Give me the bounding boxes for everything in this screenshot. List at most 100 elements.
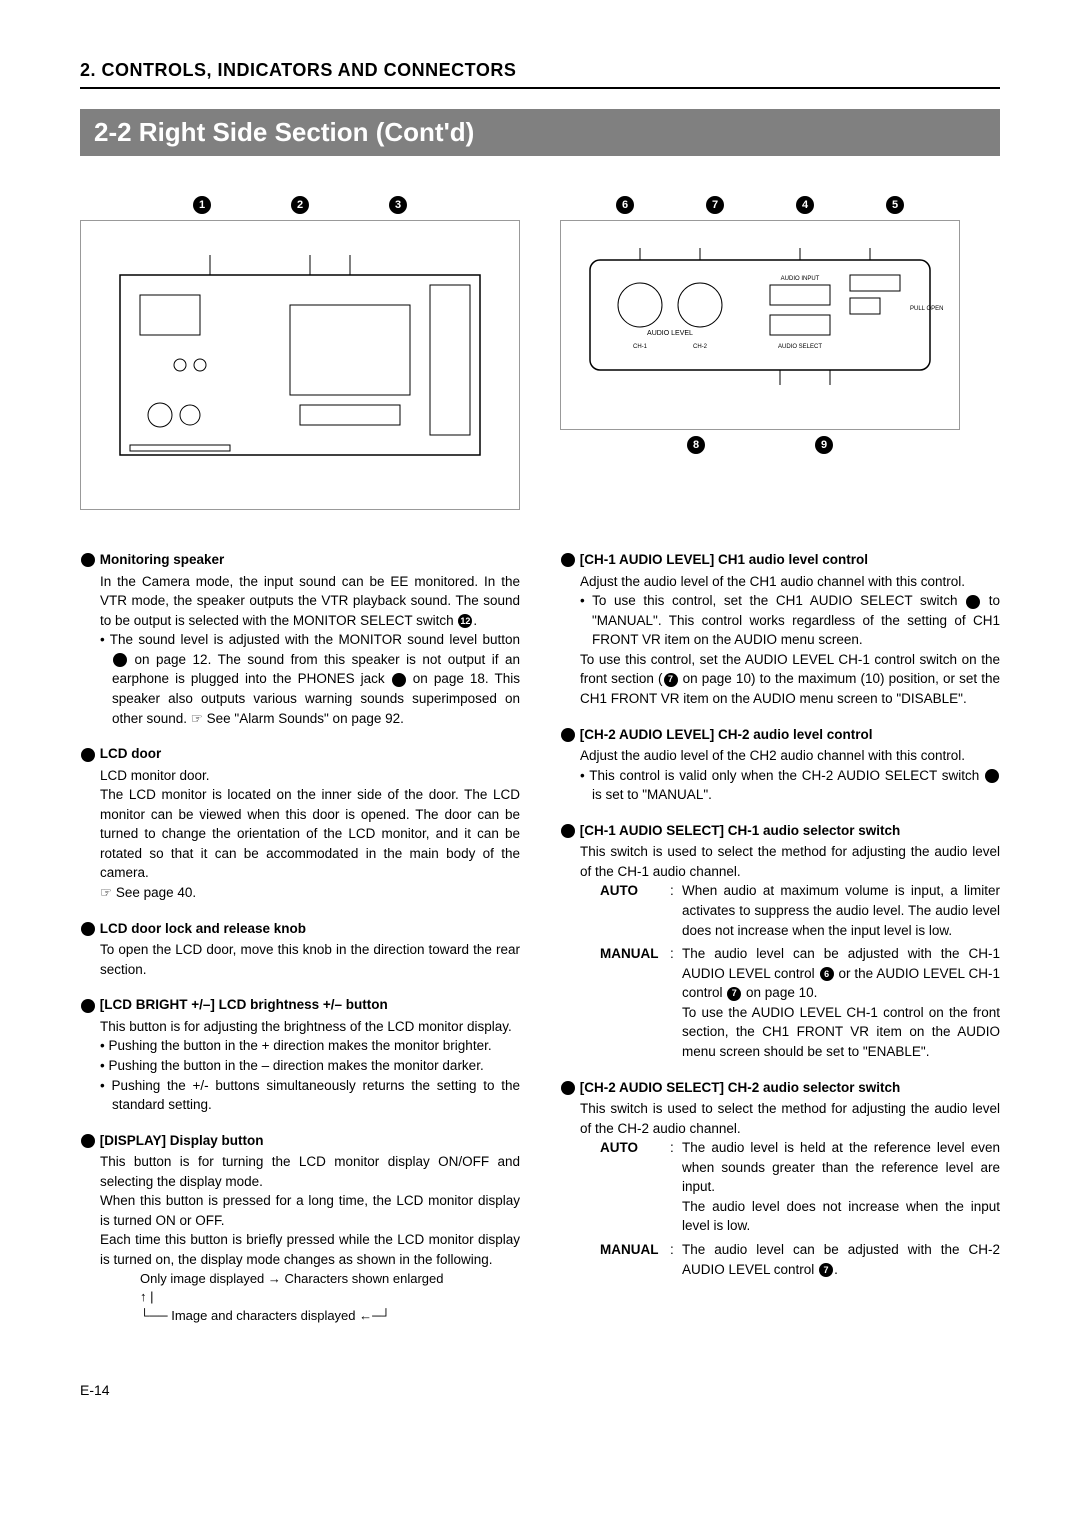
item-6: 6 [CH-1 AUDIO LEVEL] CH1 audio level con… bbox=[560, 550, 1000, 709]
right-column: 6 [CH-1 AUDIO LEVEL] CH1 audio level con… bbox=[560, 550, 1000, 1342]
svg-text:AUDIO LEVEL: AUDIO LEVEL bbox=[647, 330, 693, 337]
flow-line: Only image displayed → Characters shown … bbox=[100, 1270, 520, 1289]
camera-svg bbox=[90, 235, 510, 495]
left-column: 1 Monitoring speakerIn the Camera mode, … bbox=[80, 550, 520, 1342]
def-desc: The audio level can be adjusted with the… bbox=[682, 944, 1000, 1061]
svg-text:PULL OPEN: PULL OPEN bbox=[910, 306, 943, 312]
item-head: 7 [CH-2 AUDIO LEVEL] CH-2 audio level co… bbox=[560, 725, 1000, 745]
para: LCD monitor door. bbox=[100, 766, 520, 786]
item-body: This switch is used to select the method… bbox=[560, 842, 1000, 1061]
callout-3: 3 bbox=[81, 922, 95, 936]
callout-5: 5 bbox=[392, 673, 406, 687]
para: In the Camera mode, the input sound can … bbox=[100, 572, 520, 631]
para: • The sound level is adjusted with the M… bbox=[100, 630, 520, 728]
para: Each time this button is briefly pressed… bbox=[100, 1230, 520, 1269]
callout-1: 1 bbox=[81, 553, 95, 567]
callouts-left-top: 1 2 3 bbox=[80, 196, 520, 214]
para: Adjust the audio level of the CH1 audio … bbox=[580, 572, 1000, 592]
callout-5: 5 bbox=[81, 1134, 95, 1148]
callout-6: 6 bbox=[561, 553, 575, 567]
def-row: AUTO : The audio level is held at the re… bbox=[600, 1138, 1000, 1236]
callout-4: 4 bbox=[81, 999, 95, 1013]
para: This button is for turning the LCD monit… bbox=[100, 1152, 520, 1191]
callout-2: 2 bbox=[81, 748, 95, 762]
callout-1: 1 bbox=[113, 653, 127, 667]
def-list: AUTO : When audio at maximum volume is i… bbox=[580, 881, 1000, 1061]
item-head: 2 LCD door bbox=[80, 744, 520, 764]
para: ☞ See page 40. bbox=[100, 883, 520, 903]
para: This switch is used to select the method… bbox=[580, 1099, 1000, 1138]
callout-6: 6 bbox=[820, 967, 834, 981]
callouts-right-bottom: 89 bbox=[560, 436, 960, 454]
item-body: To open the LCD door, move this knob in … bbox=[80, 940, 520, 979]
item-body: In the Camera mode, the input sound can … bbox=[80, 572, 520, 729]
page-number: E-14 bbox=[80, 1382, 1000, 1398]
callout-12: 12 bbox=[458, 614, 472, 628]
item-head: 3 LCD door lock and release knob bbox=[80, 919, 520, 939]
callout-9: 9 bbox=[985, 769, 999, 783]
audio-panel-svg: AUDIO LEVEL CH-1 CH-2 AUDIO INPUT AUDIO … bbox=[570, 230, 950, 420]
diagrams-row: 123 6745 AUDIO LEVE bbox=[80, 196, 1000, 510]
def-desc: When audio at maximum volume is input, a… bbox=[682, 881, 1000, 940]
item-head: 1 Monitoring speaker bbox=[80, 550, 520, 570]
callout-4: 4 bbox=[796, 196, 814, 214]
para: To use this control, set the AUDIO LEVEL… bbox=[580, 650, 1000, 709]
callout-7: 7 bbox=[561, 728, 575, 742]
def-term: MANUAL bbox=[600, 944, 664, 1061]
svg-text:CH-1: CH-1 bbox=[633, 344, 648, 350]
callout-8: 8 bbox=[561, 824, 575, 838]
item-9: 9 [CH-2 AUDIO SELECT] CH-2 audio selecto… bbox=[560, 1078, 1000, 1280]
item-head: 6 [CH-1 AUDIO LEVEL] CH1 audio level con… bbox=[560, 550, 1000, 570]
callouts-right-top: 6 7 4 5 bbox=[560, 196, 960, 214]
def-term: MANUAL bbox=[600, 1240, 664, 1279]
callout-7: 7 bbox=[727, 987, 741, 1001]
item-1: 1 Monitoring speakerIn the Camera mode, … bbox=[80, 550, 520, 728]
flow-line: ↑ | bbox=[100, 1288, 520, 1307]
callout-1: 1 bbox=[193, 196, 211, 214]
audio-panel-illustration: AUDIO LEVEL CH-1 CH-2 AUDIO INPUT AUDIO … bbox=[560, 220, 960, 430]
para: The LCD monitor is located on the inner … bbox=[100, 785, 520, 883]
callout-7: 7 bbox=[706, 196, 724, 214]
para: • Pushing the button in the + direction … bbox=[100, 1036, 520, 1056]
chapter-title: 2. CONTROLS, INDICATORS AND CONNECTORS bbox=[80, 60, 1000, 89]
callout-6: 6 bbox=[616, 196, 634, 214]
item-7: 7 [CH-2 AUDIO LEVEL] CH-2 audio level co… bbox=[560, 725, 1000, 805]
camera-sideview-illustration bbox=[80, 220, 520, 510]
item-2: 2 LCD doorLCD monitor door.The LCD monit… bbox=[80, 744, 520, 903]
def-term: AUTO bbox=[600, 1138, 664, 1236]
callout-5: 5 bbox=[886, 196, 904, 214]
item-body: Adjust the audio level of the CH1 audio … bbox=[560, 572, 1000, 709]
item-body: This switch is used to select the method… bbox=[560, 1099, 1000, 1279]
svg-text:CH-2: CH-2 bbox=[693, 344, 708, 350]
para: To open the LCD door, move this knob in … bbox=[100, 940, 520, 979]
item-body: This button is for turning the LCD monit… bbox=[80, 1152, 520, 1326]
item-8: 8 [CH-1 AUDIO SELECT] CH-1 audio selecto… bbox=[560, 821, 1000, 1062]
section-banner: 2-2 Right Side Section (Cont'd) bbox=[80, 109, 1000, 156]
para: When this button is pressed for a long t… bbox=[100, 1191, 520, 1230]
callout-2: 2 bbox=[291, 196, 309, 214]
def-row: MANUAL : The audio level can be adjusted… bbox=[600, 944, 1000, 1061]
item-body: LCD monitor door.The LCD monitor is loca… bbox=[80, 766, 520, 903]
def-row: AUTO : When audio at maximum volume is i… bbox=[600, 881, 1000, 940]
item-body: Adjust the audio level of the CH2 audio … bbox=[560, 746, 1000, 805]
def-list: AUTO : The audio level is held at the re… bbox=[580, 1138, 1000, 1279]
callout-7: 7 bbox=[664, 673, 678, 687]
flow-line: └── Image and characters displayed ←─┘ bbox=[100, 1307, 520, 1326]
item-head: 5 [DISPLAY] Display button bbox=[80, 1131, 520, 1151]
callout-3: 3 bbox=[389, 196, 407, 214]
item-head: 9 [CH-2 AUDIO SELECT] CH-2 audio selecto… bbox=[560, 1078, 1000, 1098]
diagram-right: 6 7 4 5 AUDIO LEVEL CH-1 CH-2 AUDIO INPUT A… bbox=[560, 196, 960, 454]
para: • To use this control, set the CH1 AUDIO… bbox=[580, 591, 1000, 650]
svg-text:AUDIO SELECT: AUDIO SELECT bbox=[778, 344, 822, 350]
diagram-left: 1 2 3 bbox=[80, 196, 520, 510]
callout-8: 8 bbox=[966, 595, 980, 609]
def-row: MANUAL : The audio level can be adjusted… bbox=[600, 1240, 1000, 1279]
callout-8: 8 bbox=[687, 436, 705, 454]
item-head: 4 [LCD BRIGHT +/–] LCD brightness +/– bu… bbox=[80, 995, 520, 1015]
callout-9: 9 bbox=[815, 436, 833, 454]
para: • This control is valid only when the CH… bbox=[580, 766, 1000, 805]
item-3: 3 LCD door lock and release knobTo open … bbox=[80, 919, 520, 980]
def-desc: The audio level can be adjusted with the… bbox=[682, 1240, 1000, 1279]
item-5: 5 [DISPLAY] Display buttonThis button is… bbox=[80, 1131, 520, 1326]
para: Adjust the audio level of the CH2 audio … bbox=[580, 746, 1000, 766]
